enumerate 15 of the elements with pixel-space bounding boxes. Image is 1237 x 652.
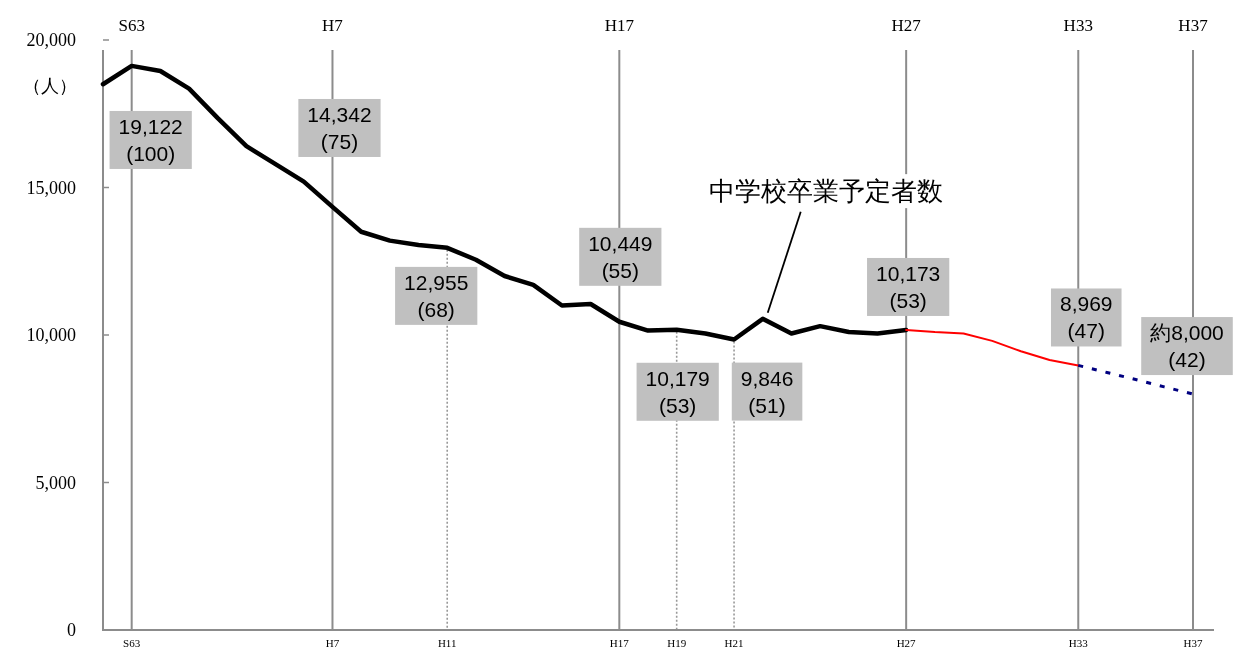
x-tick-label: H7 [325, 636, 340, 649]
x-tick-label: H11 [437, 636, 457, 649]
x-tick-label: H17 [609, 636, 629, 649]
y-axis-title: （人） [23, 76, 77, 97]
y-tick-label: 5,000 [35, 473, 76, 493]
x-tick-label: H19 [667, 636, 687, 649]
x-tick-label: H37 [1183, 636, 1203, 649]
y-tick-label: 10,000 [26, 325, 76, 346]
x-tick-label: H21 [724, 636, 744, 649]
y-tick-label: 15,000 [26, 178, 76, 198]
x-tick-label: S63 [123, 636, 141, 649]
x-tick-label: H33 [1068, 636, 1088, 649]
y-tick-label: 20,000 [26, 30, 76, 51]
x-tick-label: H27 [896, 636, 916, 649]
y-tick-label: 0 [67, 620, 76, 641]
